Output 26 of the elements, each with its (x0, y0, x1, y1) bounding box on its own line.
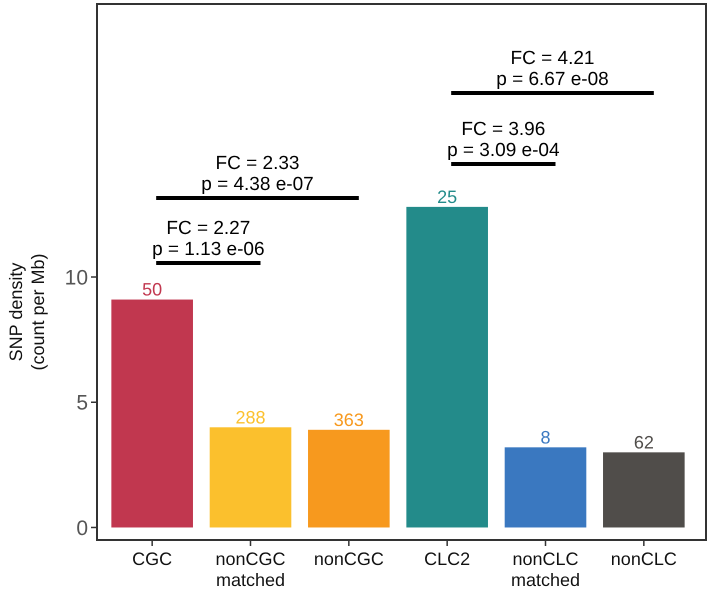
x-tick-label: nonCLC (610, 549, 677, 569)
annotation: FC = 3.96 p = 3.09 e-04 (447, 119, 560, 161)
bar (210, 427, 292, 528)
annotation: 288 (235, 407, 266, 428)
annotation: 363 (334, 410, 364, 430)
y-tick-label: 5 (76, 392, 88, 415)
x-tick-label: CLC2 (424, 549, 470, 569)
bar (504, 447, 586, 528)
x-tick-label: nonCGC (314, 549, 384, 569)
annotation: 8 (540, 427, 551, 448)
bar (603, 452, 685, 528)
bar (308, 430, 390, 528)
y-tick-label: 10 (64, 266, 88, 290)
annotation: 50 (142, 280, 162, 300)
x-tick-label: nonCGC matched (215, 549, 286, 590)
bar (406, 206, 488, 528)
annotation: 62 (634, 432, 654, 452)
annotation: FC = 2.33 p = 4.38 e-07 (201, 153, 314, 195)
x-tick-label: nonCLC matched (510, 549, 580, 590)
annotation: FC = 2.27 p = 1.13 e-06 (152, 218, 265, 260)
y-axis-title: SNP density (count per Mb) (6, 253, 48, 371)
annotation: 25 (437, 186, 458, 207)
annotation: FC = 4.21 p = 6.67 e-08 (496, 48, 609, 90)
y-tick-label: 0 (76, 516, 88, 540)
x-tick-label: CGC (132, 549, 172, 569)
bar (111, 300, 193, 528)
